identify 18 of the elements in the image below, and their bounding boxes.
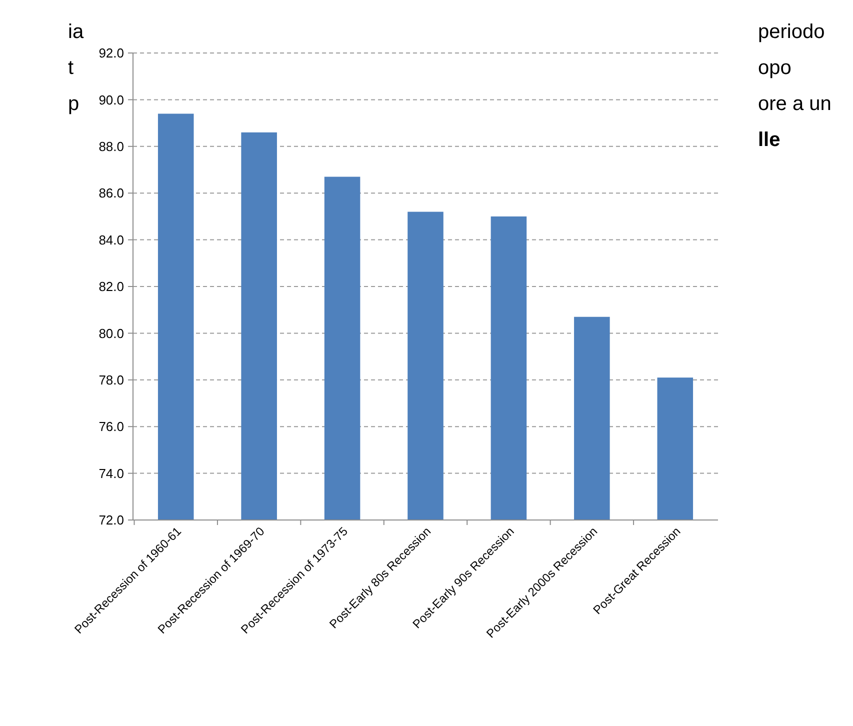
- y-tick-label: 86.0: [98, 186, 124, 201]
- y-tick-label: 84.0: [98, 232, 124, 248]
- y-tick-label: 78.0: [98, 372, 124, 388]
- y-tick-label: 82.0: [98, 279, 124, 294]
- y-tick-label: 80.0: [98, 326, 124, 341]
- text: t: [68, 57, 74, 79]
- text: periodo: [758, 21, 825, 43]
- y-tick-label: 88.0: [98, 138, 124, 154]
- text: ore a un: [758, 93, 832, 115]
- y-tick-label: 90.0: [98, 92, 124, 108]
- text: ia: [68, 21, 84, 43]
- y-tick-label: 72.0: [98, 512, 124, 528]
- y-tick-label: 74.0: [98, 466, 124, 481]
- text: p: [68, 93, 80, 115]
- text: lle: [758, 129, 780, 151]
- y-tick-label: 92.0: [98, 46, 124, 61]
- text: opo: [758, 57, 792, 79]
- y-tick-label: 76.0: [98, 419, 124, 434]
